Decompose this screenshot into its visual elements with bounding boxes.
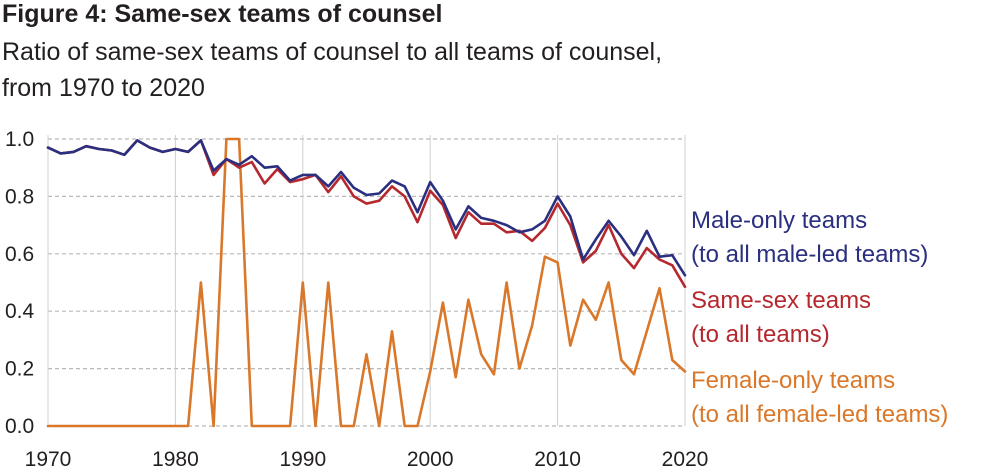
legend-male-only-title: Male-only teams [691,207,867,234]
x-tick-label: 2000 [407,448,454,468]
gridlines [47,135,686,427]
legend-same-sex-title: Same-sex teams [691,287,871,314]
figure-subtitle: Ratio of same-sex teams of counsel to al… [2,34,902,106]
male-only-teams-line [46,139,687,277]
series-lines [46,137,687,428]
y-tick-label: 0.2 [5,358,34,381]
x-tick-label: 2010 [534,448,581,468]
legend-same-sex-subtitle: (to all teams) [691,321,830,348]
y-tick-label: 0.4 [5,300,35,323]
subtitle-line-1: Ratio of same-sex teams of counsel to al… [2,38,663,66]
legend-female-only-title: Female-only teams [691,367,895,394]
legend-male-only-subtitle: (to all male-led teams) [691,241,928,268]
x-axis-ticks: 1970 1980 1990 2000 2010 2020 [25,448,709,468]
same-sex-teams-line [46,139,687,289]
x-tick-label: 1990 [279,448,326,468]
y-axis-ticks: 0.0 0.2 0.4 0.6 0.8 1.0 [5,128,35,438]
y-tick-label: 0.0 [5,415,34,438]
legend: Male-only teams (to all male-led teams) Sa… [691,207,948,428]
subtitle-line-2: from 1970 to 2020 [2,74,205,102]
x-tick-label: 2020 [662,448,709,468]
female-only-teams-line [46,137,687,428]
y-tick-label: 0.8 [5,185,34,208]
figure-title: Figure 4: Same-sex teams of counsel [2,0,443,28]
y-tick-label: 1.0 [5,128,34,151]
legend-female-only-subtitle: (to all female-led teams) [691,401,948,428]
x-tick-label: 1970 [25,448,72,468]
y-tick-label: 0.6 [5,243,34,266]
x-tick-label: 1980 [152,448,199,468]
